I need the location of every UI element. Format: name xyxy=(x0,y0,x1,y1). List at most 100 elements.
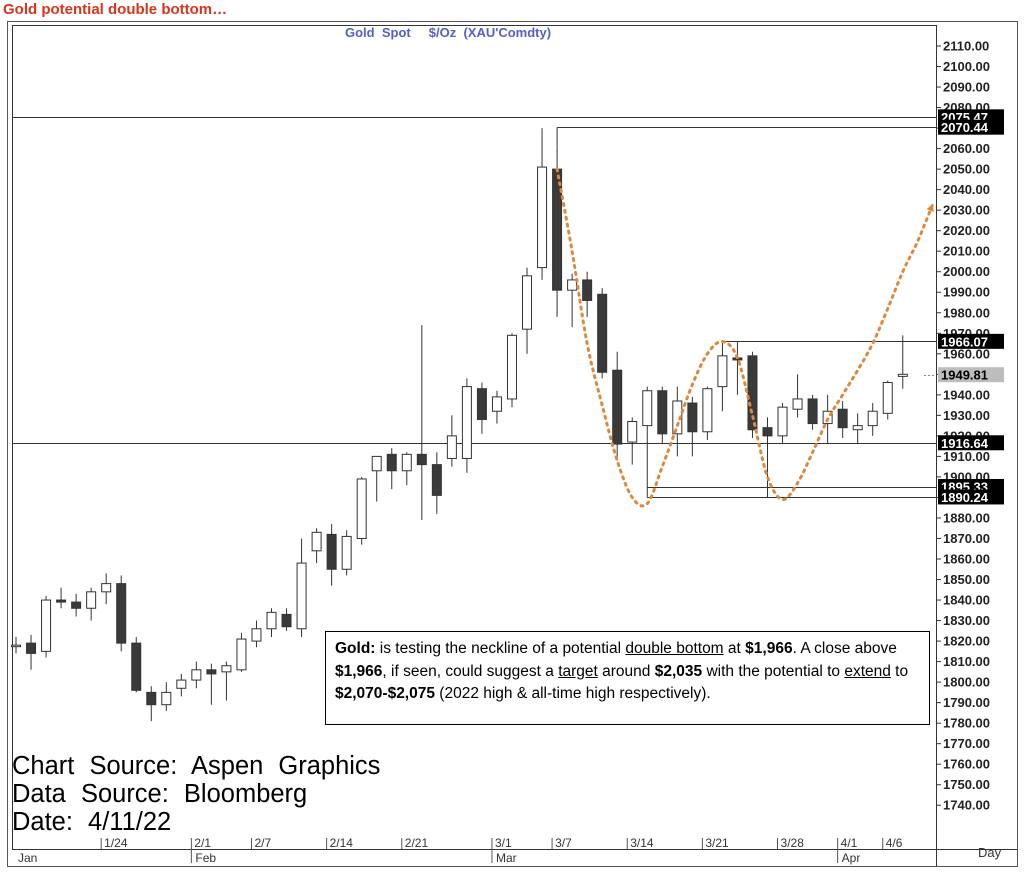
y-tick-label: 1980.00 xyxy=(943,305,990,320)
y-tick-label: 1870.00 xyxy=(943,531,990,546)
y-tick-label: 2040.00 xyxy=(943,182,990,197)
candle-body xyxy=(146,691,157,706)
candle-body xyxy=(296,562,307,630)
candle-body xyxy=(491,396,502,412)
y-tick-label: 1780.00 xyxy=(943,716,990,731)
x-week-label: 3/7 xyxy=(555,836,572,850)
candle-body xyxy=(41,599,52,652)
x-month-label: Apr xyxy=(842,851,861,865)
y-tick-label: 2060.00 xyxy=(943,141,990,156)
candle-body xyxy=(552,168,563,291)
candle-body xyxy=(236,638,247,671)
candle-body xyxy=(627,421,638,443)
candle-body xyxy=(221,665,232,673)
candle-body xyxy=(852,425,863,431)
candle-body xyxy=(717,355,728,388)
candle-body xyxy=(56,599,67,603)
x-week-label: 2/7 xyxy=(254,836,271,850)
y-tick-label: 1850.00 xyxy=(943,572,990,587)
annotation-box: Gold: is testing the neckline of a poten… xyxy=(325,631,930,725)
candle-body xyxy=(416,453,427,466)
candle-body xyxy=(897,373,908,377)
x-axis: 1/24 2/1 2/7 2/14 2/21 3/1 3/7 3/14 3/21 3/28 4/1 4… xyxy=(18,836,903,865)
y-tick-label: 1940.00 xyxy=(943,387,990,402)
level-tag-label: 1949.81 xyxy=(941,368,988,383)
y-tick-label: 1960.00 xyxy=(943,346,990,361)
candle-body xyxy=(582,279,593,301)
candle-body xyxy=(537,166,548,269)
candle-body xyxy=(687,402,698,433)
chart-source: Chart Source: Aspen Graphics xyxy=(12,752,381,780)
candle-body xyxy=(116,583,127,644)
level-tag xyxy=(938,333,1004,349)
level-tag xyxy=(938,489,1004,505)
candle-body xyxy=(161,691,172,706)
y-tick-label: 1930.00 xyxy=(943,408,990,423)
y-tick-label: 1790.00 xyxy=(943,695,990,710)
candle-body xyxy=(281,613,292,628)
y-tick-label: 1770.00 xyxy=(943,736,990,751)
y-tick-label: 2030.00 xyxy=(943,203,990,218)
y-tick-label: 1740.00 xyxy=(943,798,990,813)
annotation-text: target xyxy=(558,662,598,680)
x-week-label: 2/1 xyxy=(194,836,211,850)
candle-body xyxy=(642,390,653,427)
level-tag-label: 1890.24 xyxy=(941,490,989,505)
candle-body xyxy=(747,355,758,431)
candle-body xyxy=(867,410,878,427)
candle-body xyxy=(191,669,202,681)
y-tick-label: 1800.00 xyxy=(943,675,990,690)
y-axis: 1740.00 1750.00 1760.00 1770.00 1780.00 1790.… xyxy=(936,39,990,813)
annotation-price: $1,966 xyxy=(745,640,793,657)
x-week-label: 1/24 xyxy=(104,836,128,850)
candle-body xyxy=(131,642,142,691)
x-week-label: 4/1 xyxy=(841,836,858,850)
level-tag-label: 2070.44 xyxy=(941,120,989,135)
candle-body xyxy=(266,611,277,630)
y-tick-label: 1760.00 xyxy=(943,757,990,772)
candle-body xyxy=(461,386,472,459)
candle-body xyxy=(356,478,367,539)
projection-arrowhead xyxy=(926,204,934,212)
chart-title: Gold Spot $/Oz (XAU'Comdty) xyxy=(345,25,551,40)
annotation-text: at xyxy=(723,640,746,657)
candle-body xyxy=(251,628,262,642)
x-month-label: Feb xyxy=(195,851,216,865)
double-bottom-projection xyxy=(555,167,935,508)
candle-body xyxy=(446,435,457,459)
data-source: Data Source: Bloomberg xyxy=(12,780,308,808)
annotation-text: (2022 high & all-time high respectively)… xyxy=(434,685,711,702)
y-tick-label: 1880.00 xyxy=(943,510,990,525)
candle-body xyxy=(341,535,352,570)
annotation-price: $2,070-$2,075 xyxy=(335,685,435,702)
annotation-price: $2,035 xyxy=(654,662,703,680)
candle-body xyxy=(657,390,668,435)
chart-date: Date: 4/11/22 xyxy=(12,808,172,836)
y-tick-label: 2000.00 xyxy=(943,264,990,279)
candle-body xyxy=(101,583,112,593)
x-week-label: 3/14 xyxy=(630,836,654,850)
level-tag xyxy=(938,435,1004,451)
annotation-text: to xyxy=(890,662,909,680)
level-tag xyxy=(938,119,1004,135)
y-tick-label: 1910.00 xyxy=(943,449,990,464)
candle-body xyxy=(837,408,848,429)
candle-body xyxy=(567,279,578,291)
annotation-text: , if seen, could suggest a xyxy=(382,662,559,680)
candle-body xyxy=(371,455,382,472)
annotation-text: extend xyxy=(844,662,891,680)
candle-body xyxy=(762,427,773,437)
y-tick-label: 1810.00 xyxy=(943,654,990,669)
candle-body xyxy=(597,293,608,373)
y-tick-label: 2100.00 xyxy=(943,59,990,74)
candle-body xyxy=(612,369,623,445)
x-month-label: Mar xyxy=(496,851,517,865)
candle-body xyxy=(882,382,893,414)
candle-body xyxy=(431,464,442,496)
candle-body xyxy=(807,398,818,425)
candle-body xyxy=(326,533,337,570)
candle-body xyxy=(386,453,397,472)
candle-body xyxy=(26,642,37,654)
candle-body xyxy=(86,591,97,609)
